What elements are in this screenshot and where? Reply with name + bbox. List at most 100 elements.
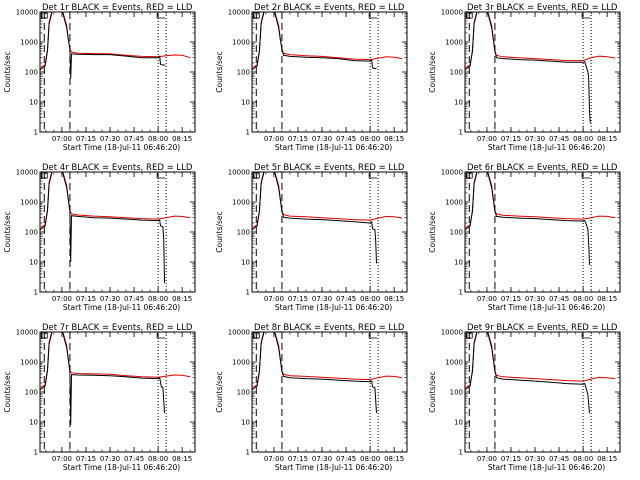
interval-bracket [368, 333, 378, 339]
panel-title: Det 4r BLACK = Events, RED = LLD [42, 163, 193, 173]
series-line-events [465, 172, 590, 265]
panel-det-6: 1 10 100 1000 10000 07:00 07:15 07:30 07:45 08:00… [428, 163, 621, 312]
panel-title: Det 2r BLACK = Events, RED = LLD [254, 3, 405, 13]
panel-det-1: 1 10 100 1000 10000 07:00 07:15 07:30 07:45 08:00… [3, 3, 196, 152]
x-tick-label: 08:15 [172, 455, 192, 463]
x-tick-label: 07:15 [288, 455, 308, 463]
interval-bracket [156, 333, 166, 339]
x-tick-label: 07:00 [52, 135, 72, 143]
y-tick-label: 100 [25, 389, 38, 397]
y-tick-label: 1000 [232, 359, 250, 367]
y-tick-label: 1000 [445, 199, 463, 207]
y-tick-label: 100 [450, 229, 463, 237]
interval-bracket [368, 13, 378, 19]
x-tick-label: 08:00 [360, 295, 380, 303]
interval-bracket [252, 12, 260, 19]
x-axis-label: Start Time (18-Jul-11 06:46:20) [63, 143, 180, 152]
y-tick-label: 10000 [228, 169, 250, 177]
x-tick-label: 07:45 [124, 295, 144, 303]
x-tick-label: 07:00 [264, 455, 284, 463]
y-tick-label: 10 [241, 259, 250, 267]
y-tick-label: 1 [246, 129, 250, 137]
interval-bracket [156, 173, 166, 179]
y-axis-label: Counts/sec [3, 51, 12, 92]
y-tick-label: 1 [246, 289, 250, 297]
y-tick-label: 1 [34, 289, 38, 297]
panel-title: Det 7r BLACK = Events, RED = LLD [42, 323, 193, 333]
interval-bracket [40, 12, 48, 19]
x-tick-label: 08:00 [573, 455, 593, 463]
x-tick-label: 07:15 [76, 295, 96, 303]
panel-det-9: 1 10 100 1000 10000 07:00 07:15 07:30 07:45 08:00… [428, 323, 621, 472]
series-line-events [40, 12, 166, 79]
x-tick-label: 08:00 [573, 135, 593, 143]
x-tick-label: 07:45 [336, 455, 356, 463]
y-tick-label: 1 [34, 449, 38, 457]
x-tick-label: 07:30 [525, 295, 545, 303]
y-axis-label: Counts/sec [3, 371, 12, 412]
y-tick-label: 1 [34, 129, 38, 137]
y-tick-label: 1000 [232, 199, 250, 207]
interval-bracket [252, 172, 260, 179]
x-tick-label: 07:15 [501, 455, 521, 463]
y-tick-label: 10 [29, 99, 38, 107]
x-tick-label: 07:30 [525, 135, 545, 143]
x-tick-label: 07:45 [124, 135, 144, 143]
y-tick-label: 100 [237, 389, 250, 397]
x-tick-label: 07:15 [76, 455, 96, 463]
x-tick-label: 07:45 [549, 455, 569, 463]
y-axis-label: Counts/sec [215, 371, 224, 412]
interval-bracket [368, 173, 378, 179]
x-tick-label: 07:00 [264, 295, 284, 303]
interval-bracket [581, 13, 591, 19]
y-tick-label: 10 [454, 419, 463, 427]
x-tick-label: 07:30 [100, 455, 120, 463]
y-tick-label: 10000 [16, 9, 38, 17]
panel-det-5: 1 10 100 1000 10000 07:00 07:15 07:30 07:45 08:00… [215, 163, 408, 312]
x-tick-label: 07:45 [336, 295, 356, 303]
y-tick-label: 1 [459, 129, 463, 137]
x-tick-label: 07:30 [100, 135, 120, 143]
x-tick-label: 07:30 [312, 135, 332, 143]
x-axis-label: Start Time (18-Jul-11 06:46:20) [63, 463, 180, 472]
interval-bracket [581, 333, 591, 339]
interval-bracket [156, 13, 166, 19]
y-tick-label: 10 [454, 99, 463, 107]
series-line-events [252, 172, 377, 264]
x-tick-label: 07:00 [52, 455, 72, 463]
series-line-events [40, 172, 165, 284]
panel-title: Det 9r BLACK = Events, RED = LLD [467, 323, 618, 333]
x-tick-label: 07:30 [312, 455, 332, 463]
x-tick-label: 07:30 [100, 295, 120, 303]
x-tick-label: 07:45 [549, 295, 569, 303]
x-tick-label: 08:00 [148, 455, 168, 463]
x-tick-label: 07:15 [76, 135, 96, 143]
y-tick-label: 10000 [228, 329, 250, 337]
x-tick-label: 07:15 [501, 135, 521, 143]
y-tick-label: 1 [459, 289, 463, 297]
x-tick-label: 08:00 [148, 295, 168, 303]
y-tick-label: 10 [29, 419, 38, 427]
interval-bracket [465, 12, 473, 19]
interval-bracket [581, 173, 591, 179]
y-tick-label: 100 [237, 229, 250, 237]
x-tick-label: 07:45 [549, 135, 569, 143]
x-tick-label: 08:00 [573, 295, 593, 303]
x-tick-label: 08:15 [597, 295, 617, 303]
y-tick-label: 1000 [232, 39, 250, 47]
interval-bracket [40, 332, 48, 339]
y-axis-label: Counts/sec [215, 51, 224, 92]
y-axis-label: Counts/sec [215, 211, 224, 252]
panel-det-3: 1 10 100 1000 10000 07:00 07:15 07:30 07:45 08:00… [428, 3, 621, 152]
y-tick-label: 10 [241, 419, 250, 427]
x-tick-label: 07:15 [288, 135, 308, 143]
panel-title: Det 5r BLACK = Events, RED = LLD [254, 163, 405, 173]
x-tick-label: 08:15 [384, 455, 404, 463]
x-tick-label: 08:15 [172, 295, 192, 303]
x-tick-label: 07:15 [501, 295, 521, 303]
x-tick-label: 08:15 [384, 295, 404, 303]
x-axis-label: Start Time (18-Jul-11 06:46:20) [488, 303, 605, 312]
series-line-events [465, 12, 591, 124]
x-tick-label: 07:15 [288, 295, 308, 303]
y-tick-label: 1 [459, 449, 463, 457]
